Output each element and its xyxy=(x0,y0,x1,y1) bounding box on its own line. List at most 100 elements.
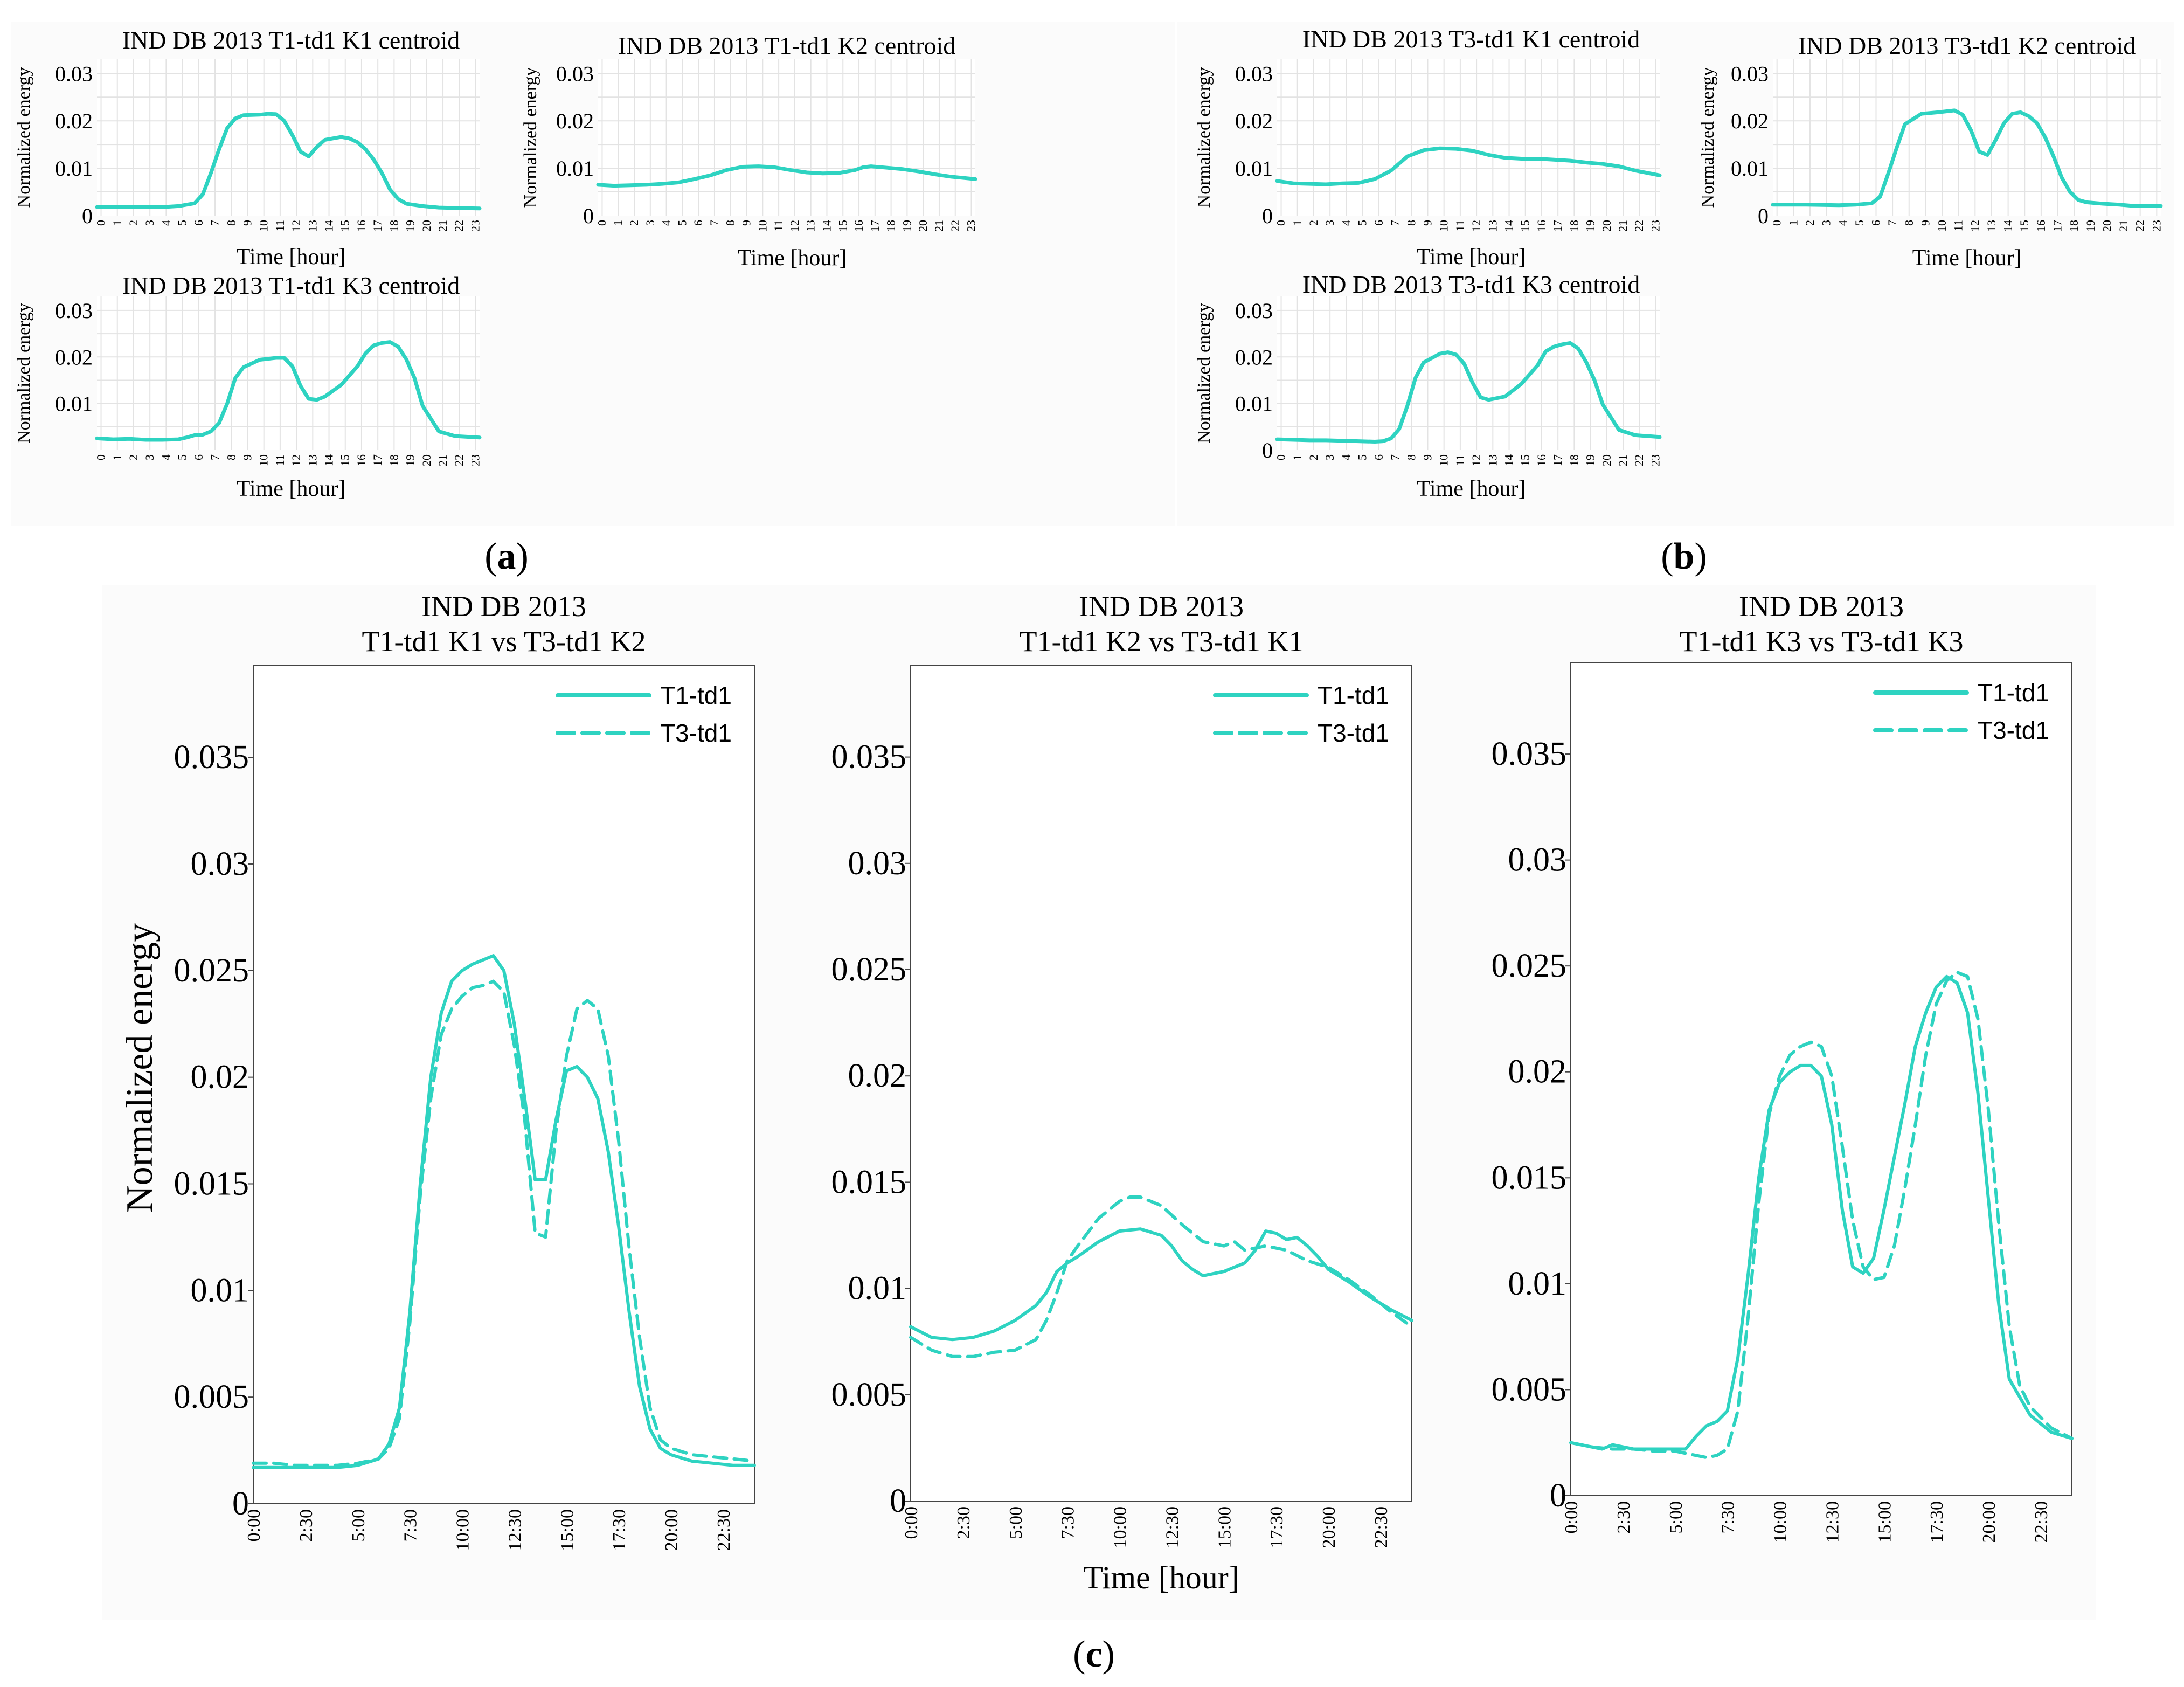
x-tick-label: 2:30 xyxy=(1614,1501,1634,1533)
x-tick-label: 1 xyxy=(110,454,124,460)
x-tick-label: 2 xyxy=(1803,220,1816,226)
x-tick-label: 2:30 xyxy=(296,1509,316,1541)
chart-subtitle: T1-td1 K3 vs T3-td1 K3 xyxy=(1680,625,1964,658)
x-tick-label: 9 xyxy=(1420,454,1434,460)
x-tick-label: 15 xyxy=(836,220,849,232)
x-tick-label: 6 xyxy=(192,220,205,226)
x-tick-label: 6 xyxy=(1372,454,1385,460)
series-line-t1-td1-k3 xyxy=(95,340,482,442)
x-tick-label: 20 xyxy=(2100,220,2113,232)
x-tick-label: 1 xyxy=(1291,220,1304,226)
x-tick-label: 18 xyxy=(2067,220,2081,232)
x-tick-label: 8 xyxy=(1404,220,1418,226)
x-tick-label: 17 xyxy=(868,220,882,232)
x-tick-label: 11 xyxy=(273,454,287,466)
y-axis-label: Normalized energy xyxy=(521,67,540,208)
y-tick-label: 0 xyxy=(1550,1477,1566,1514)
y-tick-label: 0.01 xyxy=(1508,1266,1567,1302)
x-tick-label: 0 xyxy=(94,454,108,460)
x-tick-label: 17:30 xyxy=(1267,1506,1287,1548)
y-tick-label: 0.01 xyxy=(1731,156,1769,181)
x-axis-label: Time [hour] xyxy=(1912,246,2022,271)
y-tick-label: 0.01 xyxy=(55,156,93,181)
x-tick-label: 5:00 xyxy=(1006,1506,1026,1539)
y-tick-label: 0.03 xyxy=(556,61,594,86)
x-tick-label: 11 xyxy=(772,220,785,231)
x-tick-label: 7:30 xyxy=(1058,1506,1078,1539)
x-tick-label: 7:30 xyxy=(401,1509,421,1541)
x-tick-label: 7 xyxy=(208,220,221,226)
x-tick-label: 10:00 xyxy=(1111,1506,1131,1548)
y-tick-label: 0.01 xyxy=(191,1272,249,1309)
y-tick-label: 0.015 xyxy=(1492,1159,1567,1196)
y-tick-label: 0.02 xyxy=(1235,109,1273,133)
x-tick-label: 0 xyxy=(595,220,608,226)
x-tick-label: 13 xyxy=(1486,220,1499,232)
x-tick-label: 23 xyxy=(468,454,482,466)
chart-5: IND DB 2013 T3-td1 K2 centroid Normalized… xyxy=(1698,32,2163,271)
x-tick-label: 5:00 xyxy=(1666,1501,1686,1533)
x-tick-label: 20:00 xyxy=(662,1509,682,1551)
x-tick-label: 2 xyxy=(127,220,140,226)
x-tick-label: 14 xyxy=(322,220,336,232)
x-axis-label: Time [hour] xyxy=(237,245,346,269)
y-tick-label: 0.03 xyxy=(191,846,249,882)
plot-area xyxy=(598,59,975,216)
x-tick-label: 18 xyxy=(1567,220,1580,232)
x-tick-label: 20 xyxy=(420,454,433,466)
x-tick-label: 3 xyxy=(1323,454,1336,460)
x-tick-label: 6 xyxy=(691,220,705,226)
x-tick-label: 15 xyxy=(1519,454,1532,466)
chart-2: IND DB 2013 T1-td1 K2 centroid Normalized… xyxy=(521,32,978,271)
chart-title: IND DB 2013 T1-td1 K1 centroid xyxy=(122,26,460,54)
x-axis-label: Time [hour] xyxy=(1083,1560,1239,1595)
x-tick-label: 9 xyxy=(1420,220,1434,226)
x-tick-label: 21 xyxy=(436,220,449,232)
y-tick-label: 0.02 xyxy=(1731,109,1769,133)
y-tick-label: 0.02 xyxy=(556,109,594,133)
x-tick-label: 16 xyxy=(355,454,368,466)
chart-title: IND DB 2013 T3-td1 K3 centroid xyxy=(1302,271,1640,298)
x-tick-label: 3 xyxy=(143,454,156,460)
x-tick-label: 15 xyxy=(1519,220,1532,232)
plot-area xyxy=(97,59,480,216)
series-line-t3-td1-k1 xyxy=(1275,146,1662,186)
chart-title: IND DB 2013 T1-td1 K2 centroid xyxy=(618,32,955,59)
y-tick-label: 0.025 xyxy=(1492,948,1567,984)
x-tick-label: 12:30 xyxy=(1162,1506,1182,1548)
chart-3: IND DB 2013 T1-td1 K3 centroid Normalized… xyxy=(14,272,482,501)
x-tick-label: 15 xyxy=(338,220,352,232)
y-tick-label: 0 xyxy=(583,204,594,228)
y-tick-label: 0 xyxy=(890,1483,906,1519)
y-tick-label: 0 xyxy=(1262,438,1273,462)
legend-label: T1-td1 xyxy=(660,681,732,709)
y-tick-label: 0.02 xyxy=(1508,1054,1567,1090)
x-tick-label: 10:00 xyxy=(1771,1501,1791,1543)
x-tick-label: 8 xyxy=(724,220,737,226)
x-tick-label: 4 xyxy=(159,220,172,226)
x-tick-label: 14 xyxy=(322,454,336,466)
panel-label-b: (b) xyxy=(1661,536,1707,577)
x-tick-label: 20 xyxy=(916,220,930,232)
x-tick-label: 13 xyxy=(1985,220,1998,232)
x-tick-label: 13 xyxy=(1486,454,1499,466)
x-tick-label: 15 xyxy=(338,454,352,466)
x-tick-label: 7 xyxy=(1388,454,1402,460)
x-tick-label: 21 xyxy=(436,454,449,466)
y-tick-label: 0.025 xyxy=(174,952,249,989)
chart-title: IND DB 2013 T3-td1 K1 centroid xyxy=(1302,25,1640,53)
x-tick-label: 15 xyxy=(2017,220,2031,232)
x-tick-label: 0 xyxy=(94,220,108,226)
x-tick-label: 21 xyxy=(1616,220,1630,232)
x-tick-label: 14 xyxy=(820,220,833,232)
series-line-t1-td1-k1 xyxy=(95,112,482,211)
x-tick-label: 1 xyxy=(1786,220,1800,226)
x-tick-label: 23 xyxy=(468,220,482,232)
x-tick-label: 16 xyxy=(355,220,368,232)
x-tick-label: 20 xyxy=(1600,220,1613,232)
x-tick-label: 23 xyxy=(1648,454,1662,466)
y-tick-label: 0 xyxy=(82,204,93,228)
legend-label: T1-td1 xyxy=(1978,679,2049,707)
chart-title: IND DB 2013 T3-td1 K2 centroid xyxy=(1798,32,2136,59)
